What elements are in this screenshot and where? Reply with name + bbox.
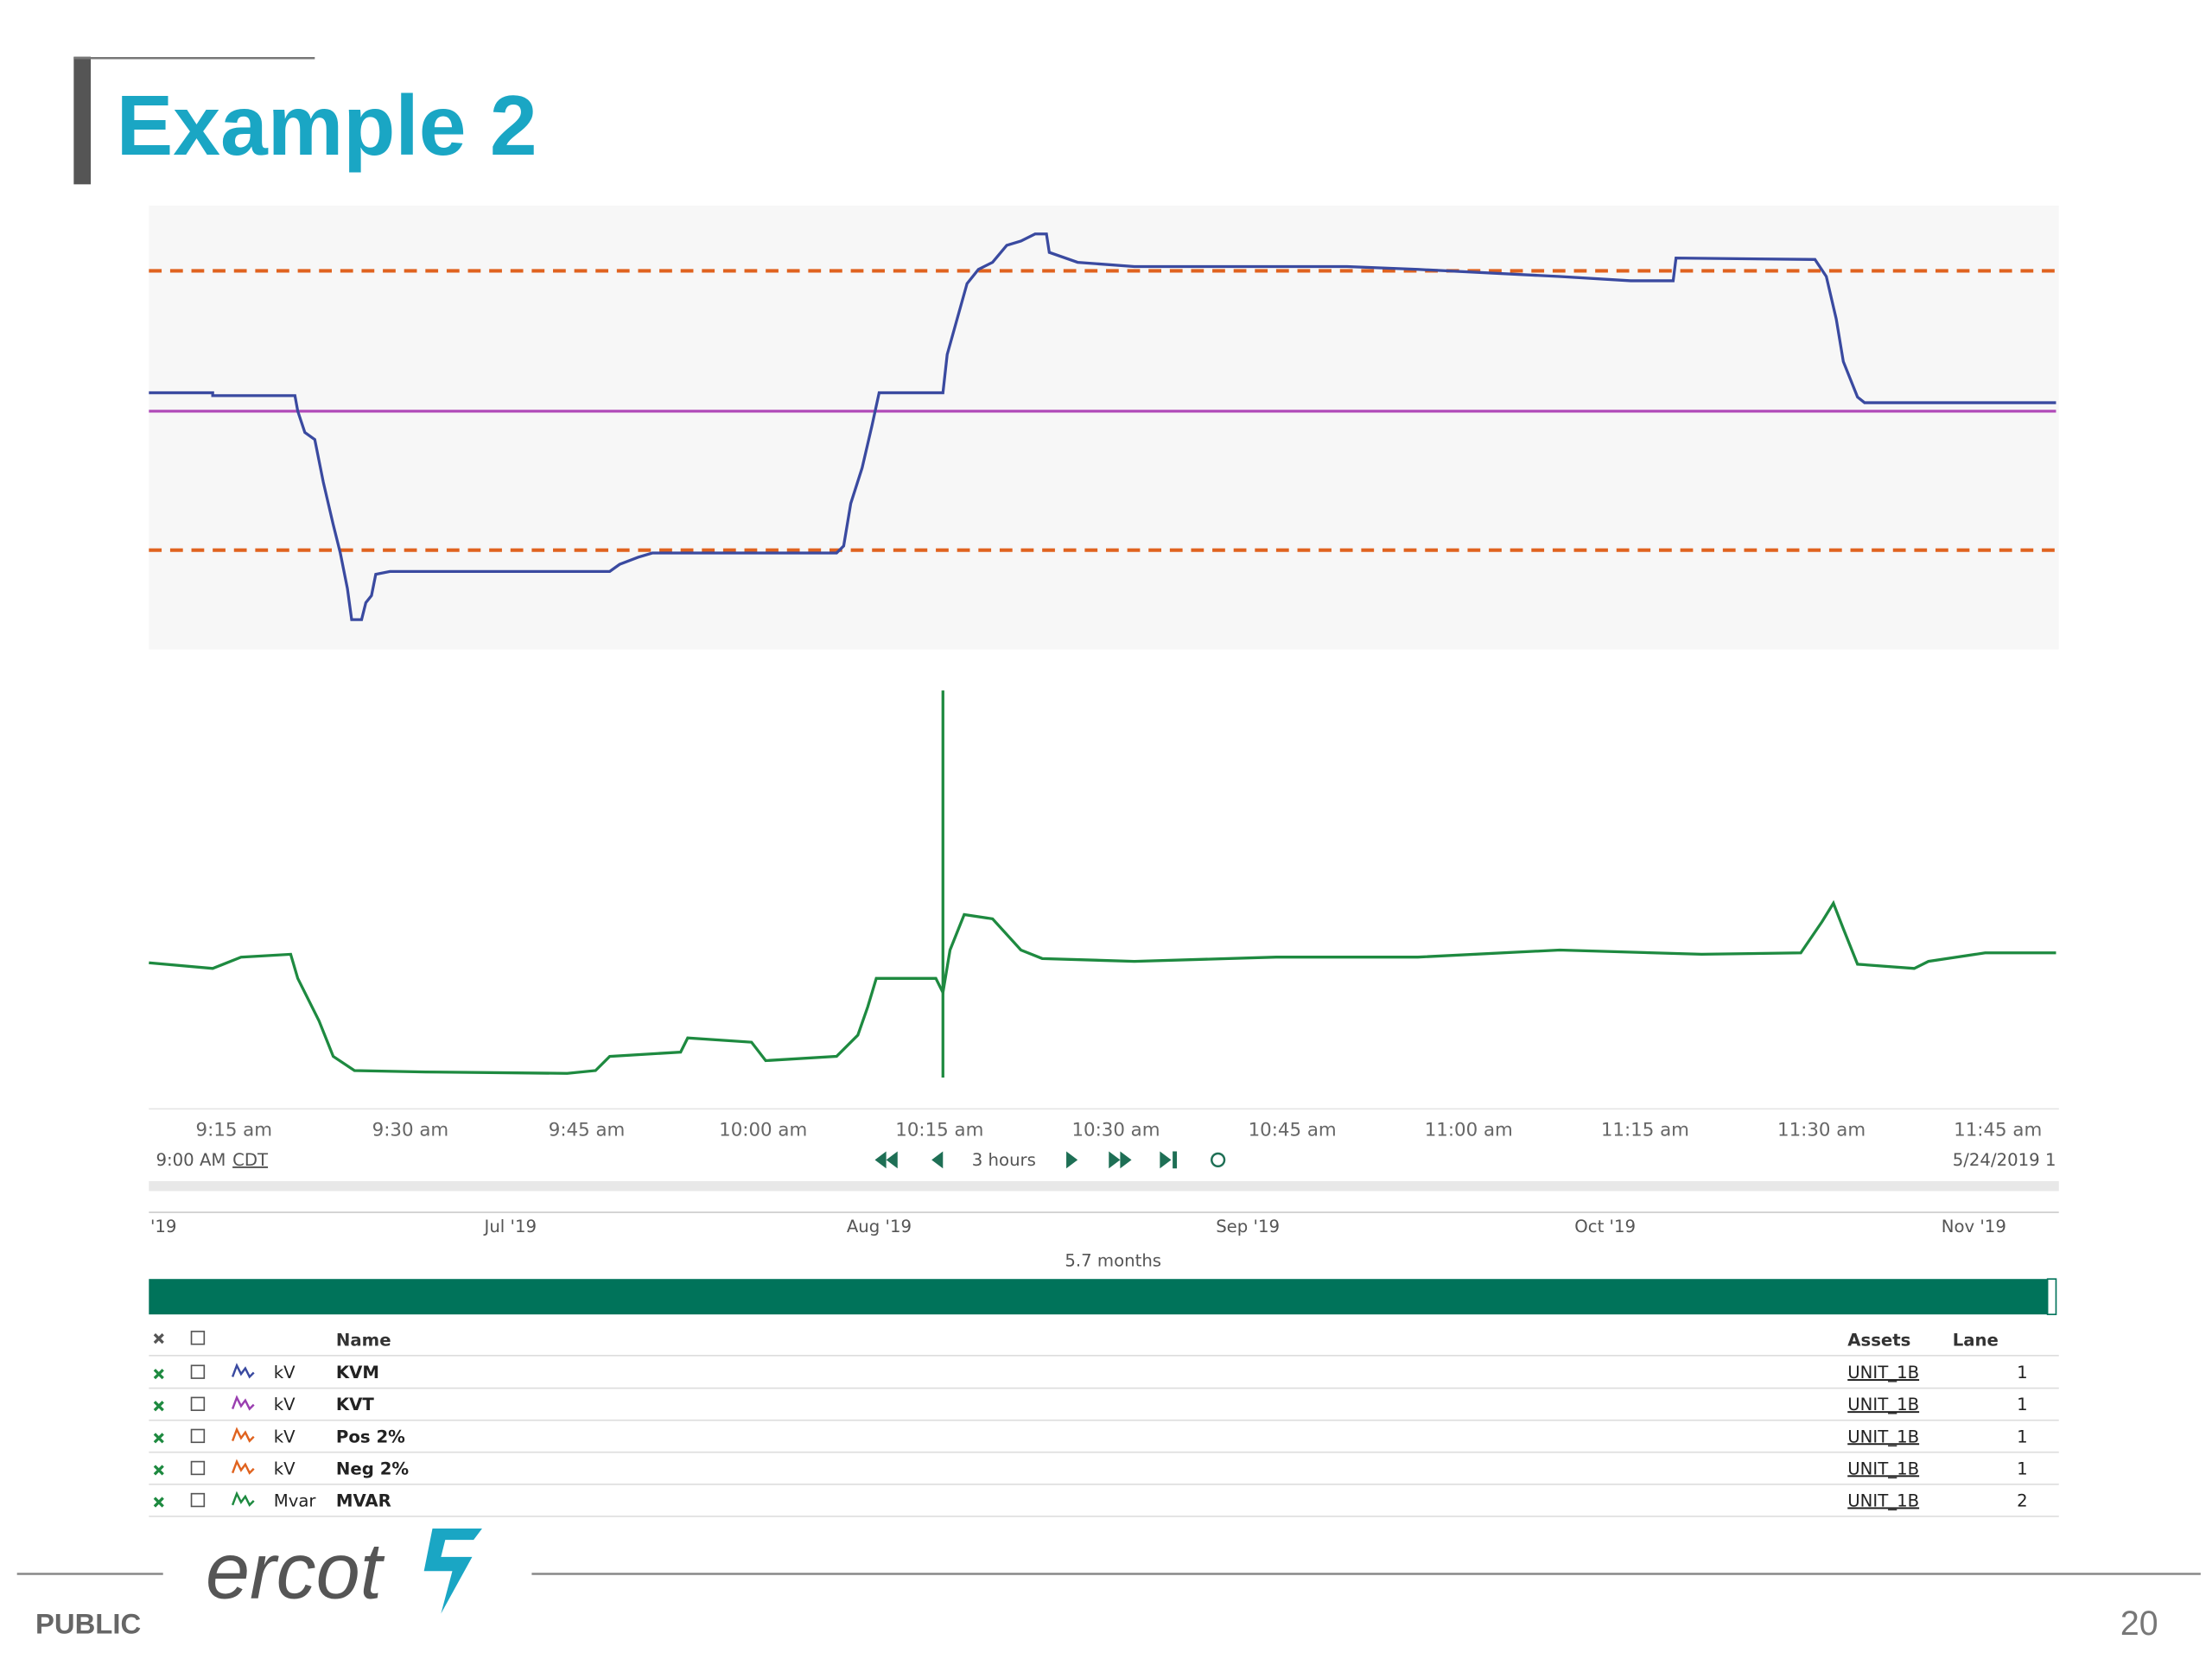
trend-icon [231, 1363, 255, 1379]
range-start-time: 9:00 AM [156, 1150, 226, 1170]
refresh-button[interactable] [1211, 1152, 1226, 1167]
x-tick-label: 10:45 am [1249, 1119, 1337, 1141]
checkbox[interactable] [190, 1492, 206, 1508]
name-cell: MVAR [336, 1491, 391, 1510]
asset-link[interactable]: UNIT_1B [1847, 1491, 1919, 1510]
range-controls [874, 1151, 1226, 1169]
lane-cell: 1 [2017, 1427, 2028, 1446]
navigator-label: Jul '19 [483, 1217, 537, 1236]
trend-icon [231, 1395, 255, 1411]
trend-icon [231, 1491, 255, 1507]
navigator-label: Aug '19 [847, 1217, 912, 1236]
column-header: Lane [1953, 1330, 1999, 1350]
kv-trace [149, 232, 2056, 621]
mvar-trace [149, 899, 2056, 1075]
separator [149, 1180, 2059, 1192]
unit-cell: Mvar [274, 1491, 317, 1510]
navigator-handle[interactable] [2046, 1278, 2057, 1316]
name-cell: Neg 2% [336, 1459, 409, 1478]
name-cell: KVT [336, 1395, 374, 1414]
x-tick-label: 11:45 am [1954, 1119, 2042, 1141]
page-number: 20 [2120, 1605, 2158, 1643]
x-tick-label: 10:30 am [1071, 1119, 1160, 1141]
checkbox[interactable] [190, 1428, 206, 1444]
back-button[interactable] [931, 1151, 944, 1169]
x-tick-label: 10:00 am [719, 1119, 807, 1141]
unit-cell: kV [274, 1459, 296, 1478]
navigator-label: Nov '19 [1942, 1217, 2006, 1236]
navigator-label: '19 [150, 1217, 176, 1236]
asset-link[interactable]: UNIT_1B [1847, 1395, 1919, 1414]
x-tick-label: 9:45 am [549, 1119, 626, 1141]
x-tick-label: 9:30 am [372, 1119, 449, 1141]
end-button[interactable] [1160, 1151, 1178, 1169]
x-tick-label: 11:15 am [1601, 1119, 1689, 1141]
checkbox[interactable] [190, 1460, 206, 1476]
logo-text: ercot [206, 1527, 385, 1615]
asset-link[interactable]: UNIT_1B [1847, 1459, 1919, 1478]
lane-cell: 1 [2017, 1459, 2028, 1478]
unit-cell: kV [274, 1427, 296, 1446]
lane-cell: 1 [2017, 1363, 2028, 1382]
forward-button[interactable] [1066, 1151, 1078, 1169]
unit-cell: kV [274, 1395, 296, 1414]
name-cell: KVM [336, 1363, 379, 1382]
navigator-bar[interactable] [149, 1279, 2056, 1315]
slide-title: Example 2 [117, 78, 537, 173]
x-tick-label: 10:15 am [895, 1119, 983, 1141]
navigator-label: Oct '19 [1574, 1217, 1636, 1236]
column-header: Assets [1847, 1330, 1910, 1350]
x-tick-label: 11:30 am [1777, 1119, 1866, 1141]
unit-cell: kV [274, 1363, 296, 1382]
asset-link[interactable]: UNIT_1B [1847, 1363, 1919, 1382]
lane-cell: 1 [2017, 1395, 2028, 1414]
range-span: 3 hours [972, 1150, 1036, 1170]
remove-icon [153, 1369, 164, 1380]
rewind-button[interactable] [874, 1151, 898, 1169]
name-cell: Pos 2% [336, 1427, 405, 1446]
navigator-span: 5.7 months [1065, 1250, 1161, 1270]
asset-link[interactable]: UNIT_1B [1847, 1427, 1919, 1446]
trend-icon [231, 1459, 255, 1475]
checkbox[interactable] [190, 1331, 206, 1345]
column-header: Name [336, 1330, 391, 1350]
title-accent-bar [73, 56, 92, 185]
voltage-panel [149, 205, 2059, 650]
fast-forward-button[interactable] [1109, 1151, 1132, 1169]
remove-icon [153, 1401, 164, 1412]
range-start-zone: CDT [232, 1150, 269, 1170]
navigator-label: Sep '19 [1216, 1217, 1280, 1236]
remove-icon [153, 1333, 164, 1344]
remove-icon [153, 1497, 164, 1508]
checkbox[interactable] [190, 1396, 206, 1411]
trend-icon [231, 1427, 255, 1443]
checkbox[interactable] [190, 1364, 206, 1379]
remove-icon [153, 1433, 164, 1444]
logo-mark [423, 1529, 482, 1614]
range-end: 5/24/2019 1 [1953, 1150, 2056, 1170]
remove-icon [153, 1465, 164, 1476]
classification: PUBLIC [35, 1607, 141, 1639]
x-tick-label: 11:00 am [1425, 1119, 1513, 1141]
lane-cell: 2 [2017, 1491, 2028, 1510]
x-tick-label: 9:15 am [196, 1119, 273, 1141]
